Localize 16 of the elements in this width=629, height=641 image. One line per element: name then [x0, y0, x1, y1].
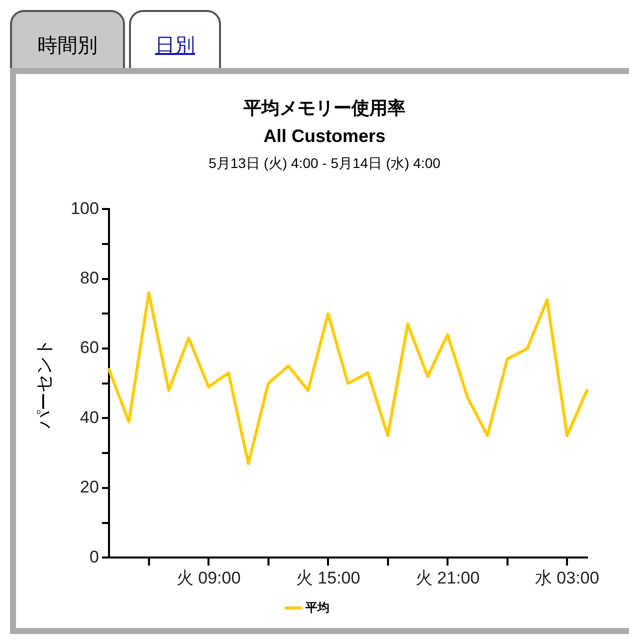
text: 5月13日 (火) 4:00 - 5月14日 (水) 4:00: [208, 155, 442, 173]
y-tick-label: 80: [80, 268, 99, 288]
x-tick-label: 火 09:00: [176, 568, 241, 588]
legend-label: 平均: [304, 600, 330, 614]
x-tick-label: 水 03:00: [534, 568, 600, 588]
x-tick-label: 火 21:00: [415, 568, 480, 588]
y-tick-label: 100: [70, 198, 99, 218]
y-axis-title: パーセント: [34, 338, 54, 430]
y-tick-label: 40: [80, 408, 99, 427]
chart-title: 平均メモリー使用率: [242, 97, 406, 120]
chart-subtitle: All Customers: [262, 126, 387, 147]
text: 日別: [129, 10, 221, 68]
x-tick-label: 火 15:00: [296, 568, 360, 588]
y-tick-label: 0: [89, 547, 99, 566]
y-tick-label: 60: [80, 338, 99, 358]
y-tick-label: 20: [80, 478, 99, 497]
